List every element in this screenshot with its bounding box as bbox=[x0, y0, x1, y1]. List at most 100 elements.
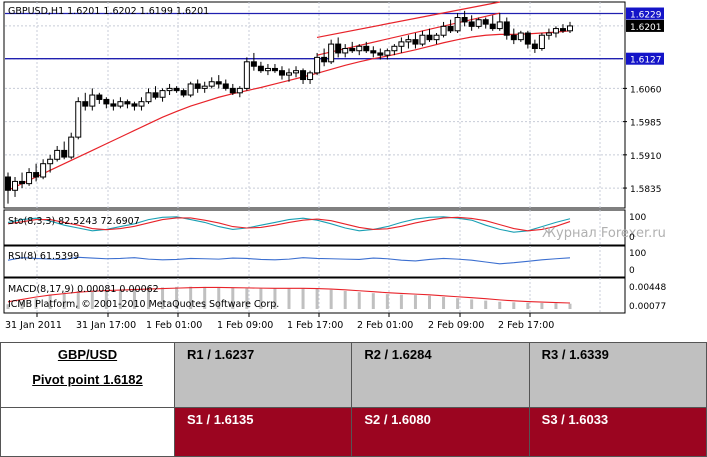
candle-body bbox=[89, 94, 96, 107]
candle-body bbox=[454, 17, 461, 32]
candle-body bbox=[398, 41, 405, 47]
macd-hist-bar bbox=[301, 288, 305, 309]
macd-hist-bar bbox=[540, 303, 544, 309]
current-price-label: 1.6201 bbox=[630, 23, 662, 33]
candle-body bbox=[243, 61, 250, 89]
candle-body bbox=[426, 34, 433, 41]
macd-hist-bar bbox=[512, 302, 516, 309]
candle-body bbox=[517, 32, 524, 41]
blank-cell bbox=[0, 407, 175, 457]
pair-name: GBP/USD bbox=[57, 347, 118, 362]
time-tick-label: 1 Feb 01:00 bbox=[146, 320, 202, 331]
macd-hist-bar bbox=[259, 288, 263, 309]
macd-hist-bar bbox=[118, 289, 122, 309]
macd-hist-bar bbox=[470, 299, 474, 309]
macd-hist-bar bbox=[245, 288, 249, 309]
main-panel-frame bbox=[3, 1, 626, 209]
macd-hist-bar bbox=[104, 289, 108, 309]
rsi-panel-frame bbox=[3, 245, 626, 278]
candle-body bbox=[138, 101, 145, 107]
candle-body bbox=[538, 34, 545, 50]
macd-hist-bar bbox=[20, 301, 24, 309]
candle-body bbox=[68, 136, 75, 158]
pivot-point: Pivot point 1.6182 bbox=[32, 372, 143, 387]
s1-cell: S1 / 1.6135 bbox=[173, 407, 353, 457]
candle-body bbox=[370, 50, 377, 54]
time-tick-label: 2 Feb 09:00 bbox=[428, 320, 484, 331]
macd-layer bbox=[6, 286, 572, 309]
macd-hist-bar bbox=[217, 287, 221, 309]
price-tick-label: 1.5985 bbox=[630, 119, 662, 129]
current-price-box bbox=[626, 19, 664, 32]
candle-body bbox=[271, 67, 278, 72]
candle-body bbox=[335, 43, 342, 54]
candle-body bbox=[75, 101, 82, 138]
macd-hist-bar bbox=[399, 294, 403, 309]
macd-hist-bar bbox=[315, 288, 319, 309]
level-price-label: 1.6229 bbox=[630, 11, 662, 21]
s3-cell: S3 / 1.6033 bbox=[528, 407, 707, 457]
level-price-label: 1.6127 bbox=[630, 56, 662, 66]
macd-hist-bar bbox=[161, 287, 165, 309]
stoch-signal-line bbox=[7, 216, 571, 232]
candle-body bbox=[103, 98, 110, 105]
macd-label: MACD(8,17,9) 0.00081 0.00062 bbox=[8, 284, 159, 295]
rsi-label: RSI(8) 61.5399 bbox=[8, 251, 79, 262]
candle-body bbox=[384, 50, 391, 56]
candle-body bbox=[12, 180, 19, 191]
r1-cell: R1 / 1.6237 bbox=[173, 342, 353, 408]
macd-hist-bar bbox=[484, 300, 488, 309]
stoch-label: Sto(8,3,3) 82.5243 72.6907 bbox=[8, 216, 140, 227]
candle-body bbox=[257, 65, 264, 72]
candle-body bbox=[559, 28, 566, 32]
candle-body bbox=[96, 94, 103, 100]
candle-body bbox=[152, 92, 159, 98]
candle-body bbox=[208, 81, 215, 87]
candle-body bbox=[250, 61, 257, 67]
time-tick-label: 31 Jan 2011 bbox=[5, 320, 62, 331]
time-tick-label: 1 Feb 09:00 bbox=[217, 320, 273, 331]
r3-cell: R3 / 1.6339 bbox=[528, 342, 707, 408]
macd-signal-line bbox=[7, 286, 571, 304]
macd-hist-bar bbox=[6, 304, 10, 309]
candle-body bbox=[40, 163, 47, 178]
candle-body bbox=[124, 101, 131, 105]
candle-body bbox=[496, 21, 503, 30]
watermark-text: Журнал Forexer.ru bbox=[542, 226, 666, 241]
r2-cell: R2 / 1.6284 bbox=[351, 342, 530, 408]
candle-body bbox=[503, 21, 510, 36]
macd-hist-bar bbox=[526, 302, 530, 309]
candle-body bbox=[552, 28, 559, 34]
macd-scale-top: 0.00448 bbox=[629, 283, 666, 293]
macd-hist-bar bbox=[554, 303, 558, 309]
rsi-scale-bottom: 0 bbox=[629, 266, 635, 276]
candle-body bbox=[545, 32, 552, 36]
candle-body bbox=[278, 70, 285, 76]
candle-body bbox=[5, 176, 11, 191]
candle-body bbox=[33, 172, 40, 178]
macd-hist-bar bbox=[175, 286, 179, 309]
time-tick-label: 1 Feb 17:00 bbox=[287, 320, 343, 331]
rsi-line bbox=[7, 256, 571, 265]
price-chart[interactable]: 1.6229 1.6127 1.6201 1.6060 1.5985 1.5910 1.5… bbox=[0, 0, 707, 342]
candle-body bbox=[159, 90, 166, 98]
candle-body bbox=[461, 17, 468, 23]
horizontal-levels[interactable]: 1.6229 1.6127 1.6201 bbox=[5, 7, 664, 66]
stoch-main-line bbox=[7, 216, 571, 233]
time-tick-label: 2 Feb 01:00 bbox=[357, 320, 413, 331]
candle-body bbox=[82, 101, 89, 107]
macd-hist-bar bbox=[287, 288, 291, 309]
candle-body bbox=[524, 32, 531, 45]
macd-hist-bar bbox=[371, 293, 375, 309]
s2-cell: S2 / 1.6080 bbox=[351, 407, 530, 457]
candle-body bbox=[173, 87, 180, 92]
s3-value: S3 / 1.6033 bbox=[541, 412, 609, 427]
candle-body bbox=[166, 87, 173, 92]
candle-body bbox=[145, 92, 152, 103]
candle-body bbox=[440, 25, 447, 36]
candles-layer bbox=[5, 10, 573, 204]
candle-body bbox=[201, 85, 208, 89]
s1-value: S1 / 1.6135 bbox=[187, 412, 254, 427]
candle-body bbox=[419, 34, 426, 45]
time-axis: 31 Jan 2011 31 Jan 17:00 1 Feb 01:00 1 Feb … bbox=[5, 313, 554, 331]
